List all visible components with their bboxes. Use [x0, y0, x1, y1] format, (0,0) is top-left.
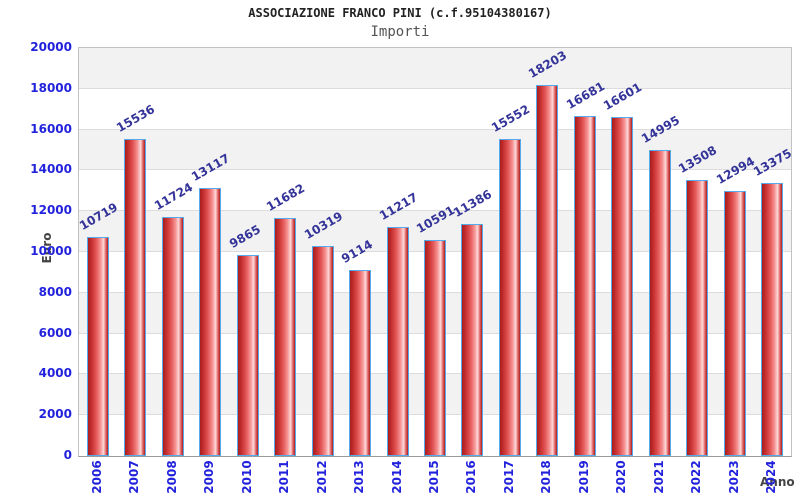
y-tick-label: 14000 — [30, 162, 72, 177]
x-tick-label: 2006 — [89, 460, 104, 494]
x-tick-label: 2015 — [427, 460, 441, 494]
y-tick-label: 20000 — [30, 40, 72, 54]
plot-band — [79, 170, 791, 212]
bar-2008 — [161, 216, 184, 456]
x-tick-label: 2021 — [651, 460, 666, 494]
y-tick-label: 10000 — [30, 244, 72, 258]
x-tick-label: 2009 — [202, 460, 217, 494]
bar-2013 — [349, 270, 372, 456]
x-tick-label: 2010 — [239, 460, 254, 494]
plot-area: 10719 15536 11724 13117 9865 11682 10319 9114 11… — [77, 47, 794, 457]
bar-2007 — [124, 139, 147, 456]
bar-2021 — [648, 150, 671, 456]
bar-2022 — [686, 180, 709, 456]
y-tick-label: 0 — [63, 448, 72, 462]
y-tick-label: 2000 — [38, 407, 72, 422]
bar-2006 — [86, 237, 109, 456]
plot-band — [79, 129, 791, 171]
bar-2016 — [461, 223, 484, 456]
x-tick-label: 2011 — [277, 460, 292, 494]
y-tick-label: 6000 — [38, 325, 72, 340]
bar-2010 — [236, 254, 259, 456]
x-tick-label: 2012 — [314, 460, 329, 494]
plot-band — [79, 88, 791, 130]
bar-2011 — [274, 217, 297, 456]
x-tick-label: 2022 — [689, 460, 704, 494]
y-tick-label: 12000 — [30, 203, 72, 218]
y-tick-label: 18000 — [30, 80, 72, 95]
x-tick-label: 2018 — [539, 460, 554, 494]
x-tick-label: 2016 — [464, 460, 479, 494]
chart-title: ASSOCIAZIONE FRANCO PINI (c.f.9510438016… — [248, 6, 552, 20]
x-tick-label: 2023 — [726, 460, 741, 494]
bar-2012 — [311, 245, 334, 456]
y-tick-label: 8000 — [38, 284, 72, 299]
bar-2009 — [199, 188, 222, 456]
x-axis-title: Anno — [760, 475, 795, 489]
x-tick-label: 2008 — [164, 460, 179, 494]
bar-2017 — [498, 138, 521, 456]
bar-2020 — [611, 117, 634, 456]
x-tick-label: 2019 — [576, 460, 591, 494]
chart-subtitle: Importi — [370, 24, 430, 40]
bar-2024 — [761, 183, 784, 456]
bar-2019 — [573, 115, 596, 456]
x-tick-label: 2014 — [389, 460, 404, 494]
gridline — [79, 128, 791, 130]
x-tick-label: 2013 — [352, 460, 367, 494]
plot-band — [79, 48, 791, 89]
bar-2015 — [424, 239, 446, 456]
bar-2023 — [723, 190, 746, 456]
x-tick-label: 2007 — [127, 460, 142, 494]
bar-2014 — [386, 227, 409, 456]
x-tick-label: 2024 — [764, 460, 779, 494]
x-tick-label: 2020 — [614, 460, 629, 494]
x-tick-label: 2017 — [501, 460, 516, 494]
gridline — [79, 169, 791, 171]
y-tick-label: 16000 — [30, 121, 72, 136]
gridline — [79, 210, 791, 212]
gridline — [79, 87, 791, 89]
y-tick-label: 4000 — [38, 366, 72, 381]
bar-2018 — [536, 84, 559, 456]
